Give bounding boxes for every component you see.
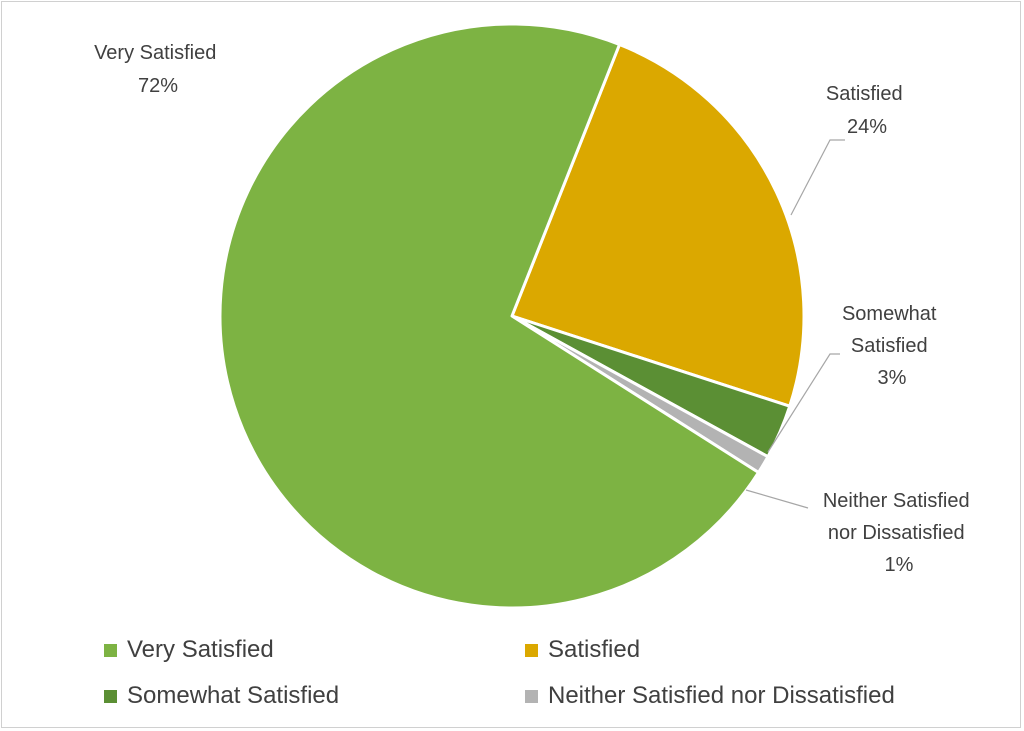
leader-lines [745,139,845,509]
slice-very-satisfied [218,22,761,610]
data-label-very-satisfied: Very Satisfied 72% [94,42,222,97]
pie-slices [218,22,806,610]
leader-line-neither [745,489,809,509]
data-label-satisfied: Satisfied 24% [826,83,908,138]
data-label-somewhat-satisfied: Somewhat Satisfied 3% [842,303,942,389]
leader-line-somewhat-satisfied [767,353,840,453]
leader-line-satisfied [790,139,845,216]
data-label-neither: Neither Satisfied nor Dissatisfied 1% [823,490,975,576]
data-labels: Very Satisfied 72% Satisfied 24% Somewha… [94,42,975,576]
